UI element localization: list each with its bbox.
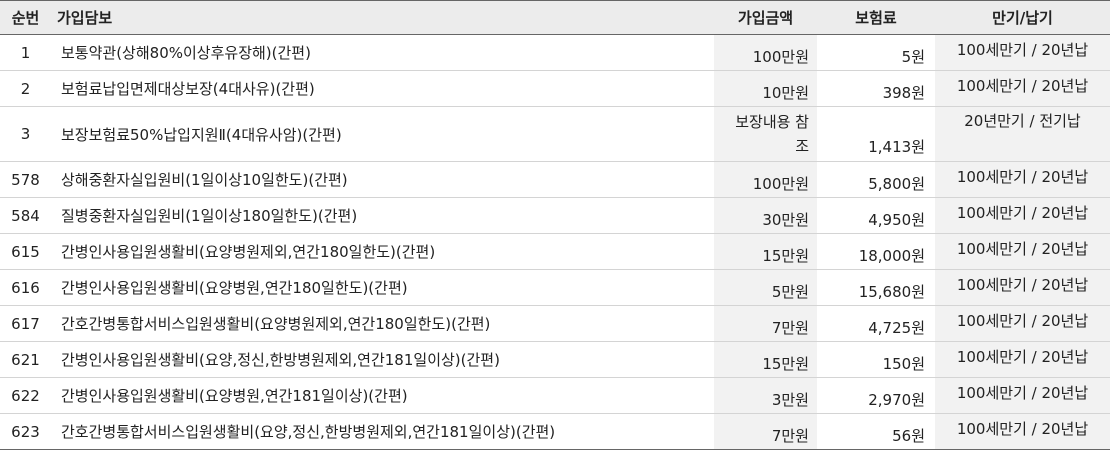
row-term: 100세만기 / 20년납	[935, 233, 1110, 270]
row-term: 100세만기 / 20년납	[935, 197, 1110, 234]
row-name: 질병중환자실입원비(1일이상180일한도)(간편)	[51, 197, 714, 234]
row-amount: 보장내용 참조	[714, 106, 817, 162]
row-premium: 1,413원	[817, 106, 935, 162]
row-no: 3	[0, 106, 51, 162]
row-name: 보장보험료50%납입지원Ⅱ(4대유사암)(간편)	[51, 106, 714, 162]
row-amount: 5만원	[714, 269, 817, 306]
row-no: 617	[0, 305, 51, 342]
header-premium: 보험료	[817, 0, 935, 35]
row-amount: 10만원	[714, 70, 817, 107]
row-no: 584	[0, 197, 51, 234]
table-row: 578 상해중환자실입원비(1일이상10일한도)(간편) 100만원 5,800…	[0, 161, 1110, 198]
row-premium: 398원	[817, 70, 935, 107]
row-no: 621	[0, 341, 51, 378]
table-row: 622 간병인사용입원생활비(요양병원,연간181일이상)(간편) 3만원 2,…	[0, 377, 1110, 414]
row-name: 상해중환자실입원비(1일이상10일한도)(간편)	[51, 161, 714, 198]
row-name: 간병인사용입원생활비(요양병원,연간180일한도)(간편)	[51, 269, 714, 306]
row-premium: 5,800원	[817, 161, 935, 198]
row-name: 보통약관(상해80%이상후유장해)(간편)	[51, 34, 714, 71]
table-row: 621 간병인사용입원생활비(요양,정신,한방병원제외,연간181일이상)(간편…	[0, 341, 1110, 378]
table-row: 584 질병중환자실입원비(1일이상180일한도)(간편) 30만원 4,950…	[0, 197, 1110, 234]
header-name: 가입담보	[51, 0, 714, 35]
row-no: 2	[0, 70, 51, 107]
table-row: 615 간병인사용입원생활비(요양병원제외,연간180일한도)(간편) 15만원…	[0, 233, 1110, 270]
row-amount: 15만원	[714, 233, 817, 270]
row-term: 100세만기 / 20년납	[935, 161, 1110, 198]
row-amount: 3만원	[714, 377, 817, 414]
row-premium: 4,725원	[817, 305, 935, 342]
row-term: 20년만기 / 전기납	[935, 106, 1110, 162]
row-term: 100세만기 / 20년납	[935, 34, 1110, 71]
table-row: 616 간병인사용입원생활비(요양병원,연간180일한도)(간편) 5만원 15…	[0, 269, 1110, 306]
row-amount: 7만원	[714, 305, 817, 342]
row-premium: 2,970원	[817, 377, 935, 414]
row-name: 간병인사용입원생활비(요양병원,연간181일이상)(간편)	[51, 377, 714, 414]
row-no: 1	[0, 34, 51, 71]
row-term: 100세만기 / 20년납	[935, 305, 1110, 342]
table-row: 617 간호간병통합서비스입원생활비(요양병원제외,연간180일한도)(간편) …	[0, 305, 1110, 342]
row-name: 간호간병통합서비스입원생활비(요양병원제외,연간180일한도)(간편)	[51, 305, 714, 342]
row-term: 100세만기 / 20년납	[935, 341, 1110, 378]
row-premium: 5원	[817, 34, 935, 71]
row-no: 622	[0, 377, 51, 414]
table-header: 순번 가입담보 가입금액 보험료 만기/납기	[0, 0, 1110, 35]
row-term: 100세만기 / 20년납	[935, 377, 1110, 414]
row-amount: 15만원	[714, 341, 817, 378]
row-no: 616	[0, 269, 51, 306]
row-amount: 30만원	[714, 197, 817, 234]
table-row: 1 보통약관(상해80%이상후유장해)(간편) 100만원 5원 100세만기 …	[0, 34, 1110, 71]
row-premium: 15,680원	[817, 269, 935, 306]
row-amount: 100만원	[714, 161, 817, 198]
row-term: 100세만기 / 20년납	[935, 70, 1110, 107]
header-term: 만기/납기	[935, 0, 1110, 35]
row-amount: 100만원	[714, 34, 817, 71]
row-no: 578	[0, 161, 51, 198]
row-premium: 18,000원	[817, 233, 935, 270]
row-no: 615	[0, 233, 51, 270]
table-body: 1 보통약관(상해80%이상후유장해)(간편) 100만원 5원 100세만기 …	[0, 34, 1110, 450]
row-premium: 4,950원	[817, 197, 935, 234]
row-name: 보험료납입면제대상보장(4대사유)(간편)	[51, 70, 714, 107]
table-row: 2 보험료납입면제대상보장(4대사유)(간편) 10만원 398원 100세만기…	[0, 70, 1110, 107]
row-term: 100세만기 / 20년납	[935, 269, 1110, 306]
row-premium: 150원	[817, 341, 935, 378]
row-name: 간병인사용입원생활비(요양병원제외,연간180일한도)(간편)	[51, 233, 714, 270]
row-name: 간병인사용입원생활비(요양,정신,한방병원제외,연간181일이상)(간편)	[51, 341, 714, 378]
table-row: 3 보장보험료50%납입지원Ⅱ(4대유사암)(간편) 보장내용 참조 1,413…	[0, 106, 1110, 162]
header-row: 순번 가입담보 가입금액 보험료 만기/납기	[0, 0, 1110, 35]
header-no: 순번	[0, 0, 51, 35]
header-amount: 가입금액	[714, 0, 817, 35]
